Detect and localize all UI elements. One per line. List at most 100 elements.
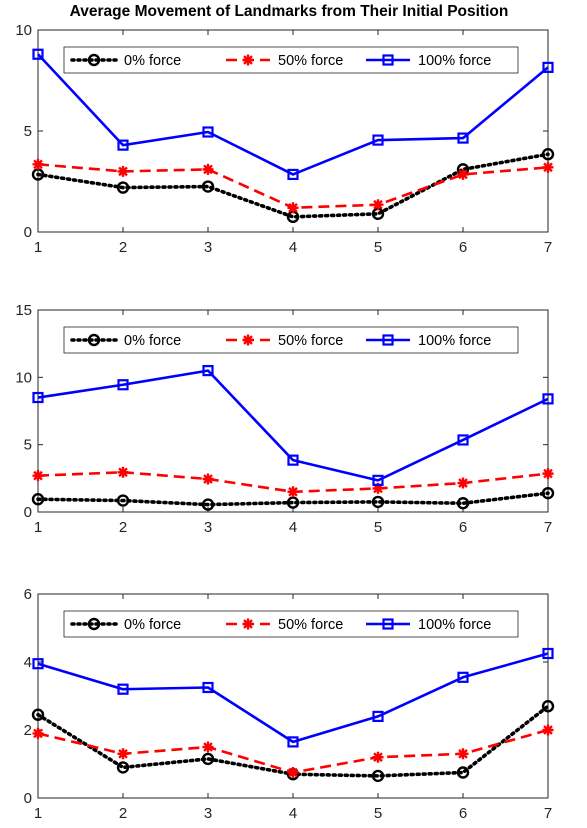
chart-panel-1: Average Movement of Landmarks from Their… — [15, 3, 555, 256]
data-point-marker — [202, 473, 214, 485]
chart-panel-3: 1 2 3 4 5 6 7 0 2 4 6 0% force 50% force 100% force — [24, 586, 555, 822]
data-point-marker — [542, 468, 554, 480]
data-point-marker — [116, 761, 130, 774]
y-tick-label: 10 — [15, 22, 32, 39]
data-point-marker — [457, 132, 469, 144]
data-point-marker — [31, 493, 45, 506]
data-point-marker — [372, 482, 384, 494]
series-100-force — [32, 365, 554, 486]
data-point-marker — [541, 486, 555, 500]
y-tick-label: 2 — [24, 722, 32, 739]
data-point-marker — [542, 647, 554, 660]
data-point-marker — [32, 658, 44, 670]
legend-marker — [87, 53, 101, 67]
legend-box — [63, 326, 519, 354]
series-line — [37, 369, 549, 482]
x-tick-label: 7 — [544, 519, 552, 536]
y-tick-label: 6 — [24, 586, 32, 603]
x-tick-label: 3 — [204, 239, 212, 256]
legend-entry-label: 100% force — [418, 333, 491, 349]
data-point-marker — [202, 741, 214, 753]
x-tick-label: 4 — [289, 519, 297, 536]
data-point-marker — [32, 727, 44, 739]
data-point-marker — [117, 466, 129, 478]
data-point-marker — [457, 748, 469, 760]
legend-box — [63, 610, 519, 638]
series-line — [37, 652, 549, 744]
data-point-marker — [542, 61, 554, 73]
x-tick-label: 5 — [374, 519, 382, 536]
legend-entry-label: 50% force — [278, 53, 343, 69]
x-tick-label: 4 — [289, 805, 297, 822]
x-tick-label: 7 — [544, 805, 552, 822]
legend-entry-label: 50% force — [278, 617, 343, 633]
data-point-marker — [541, 148, 555, 161]
x-tick-label: 2 — [119, 805, 127, 822]
y-tick-label: 0 — [24, 504, 32, 521]
chart-panel-2: 1 2 3 4 5 6 7 0 5 10 15 0% force 50% force 100% force — [15, 302, 555, 536]
legend-entry-label: 0% force — [124, 617, 181, 633]
data-point-marker — [541, 700, 555, 713]
legend-marker — [242, 54, 254, 66]
data-point-marker — [116, 494, 130, 507]
x-tick-label: 3 — [204, 805, 212, 822]
legend-marker — [382, 54, 394, 66]
x-tick-label: 5 — [374, 805, 382, 822]
series-0-force — [31, 486, 555, 511]
data-point-marker — [286, 496, 300, 509]
data-point-marker — [202, 163, 214, 175]
data-point-marker — [457, 477, 469, 489]
data-point-marker — [372, 474, 384, 486]
legend-entry-label: 0% force — [124, 333, 181, 349]
legend-box — [63, 46, 519, 74]
x-tick-label: 6 — [459, 239, 467, 256]
x-tick-label: 6 — [459, 805, 467, 822]
data-point-marker — [202, 365, 214, 377]
y-tick-label: 5 — [24, 123, 32, 140]
legend-marker — [242, 334, 254, 346]
data-point-marker — [371, 769, 385, 783]
y-tick-label: 0 — [24, 790, 32, 807]
data-point-marker — [202, 126, 214, 138]
legend-marker — [242, 618, 254, 630]
legend-entry-label: 0% force — [124, 53, 181, 69]
data-point-marker — [542, 393, 554, 405]
series-50-force — [32, 724, 554, 778]
data-point-marker — [117, 683, 129, 695]
x-tick-label: 6 — [459, 519, 467, 536]
data-point-marker — [117, 165, 129, 177]
series-50-force — [32, 158, 554, 214]
y-tick-label: 4 — [24, 654, 32, 671]
legend: 0% force 50% force 100% force — [63, 326, 519, 354]
y-tick-label: 10 — [15, 369, 32, 386]
series-50-force — [32, 466, 554, 498]
legend-entry-label: 100% force — [418, 617, 491, 633]
data-point-marker — [201, 752, 215, 766]
data-point-marker — [457, 168, 469, 180]
data-point-marker — [117, 379, 129, 391]
data-point-marker — [202, 681, 214, 694]
data-point-marker — [287, 168, 299, 181]
legend: 0% force 50% force 100% force — [63, 46, 519, 74]
x-tick-label: 3 — [204, 519, 212, 536]
x-tick-label: 5 — [374, 239, 382, 256]
y-tick-label: 5 — [24, 437, 32, 454]
data-point-marker — [201, 180, 215, 193]
x-tick-label: 2 — [119, 239, 127, 256]
legend-entry-label: 100% force — [418, 53, 491, 69]
data-point-marker — [32, 391, 44, 404]
y-tick-label: 15 — [15, 302, 32, 319]
data-point-marker — [117, 139, 129, 151]
data-point-marker — [287, 454, 299, 466]
legend-marker — [87, 333, 101, 347]
data-point-marker — [372, 134, 384, 146]
y-tick-label: 0 — [24, 224, 32, 241]
data-point-marker — [372, 710, 384, 723]
x-tick-label: 1 — [34, 239, 42, 256]
data-point-marker — [456, 766, 470, 779]
data-point-marker — [542, 161, 554, 173]
data-point-marker — [32, 158, 44, 170]
legend-marker — [382, 334, 394, 346]
series-line — [36, 491, 550, 507]
data-point-marker — [117, 748, 129, 760]
